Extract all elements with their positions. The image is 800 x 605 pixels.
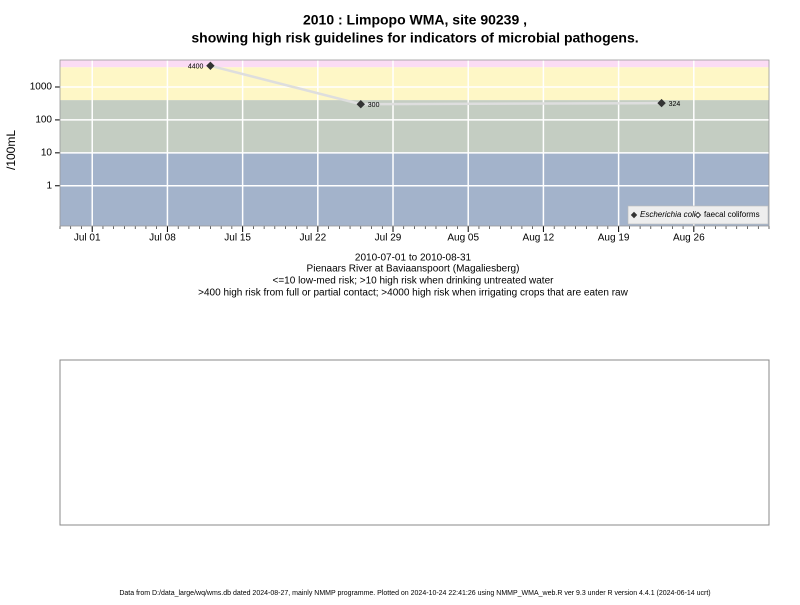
y-tick-label: 100 bbox=[35, 115, 52, 126]
data-label: 300 bbox=[368, 102, 380, 109]
data-point bbox=[206, 61, 215, 71]
y-tick-label: 1 bbox=[46, 180, 52, 191]
data-point bbox=[657, 98, 666, 108]
legend-marker bbox=[694, 211, 702, 219]
chart-subtitle: showing high risk guidelines for indicat… bbox=[191, 30, 638, 46]
x-tick-label: Jul 29 bbox=[375, 233, 402, 244]
legend-label: Escherichia coli bbox=[640, 210, 696, 219]
footer: Data from D:/data_large/wq/wms.db dated … bbox=[119, 590, 710, 597]
data-point bbox=[356, 99, 365, 109]
chart-title: 2010 : Limpopo WMA, site 90239 , bbox=[303, 12, 527, 28]
x-tick-label: Jul 22 bbox=[299, 233, 326, 244]
x-tick-label: Aug 19 bbox=[598, 233, 630, 244]
data-label: 324 bbox=[669, 101, 681, 108]
y-tick-label: 10 bbox=[41, 147, 53, 158]
x-tick-label: Aug 26 bbox=[673, 233, 705, 244]
x-tick-label: Jul 08 bbox=[149, 233, 176, 244]
x-tick-label: Aug 05 bbox=[447, 233, 479, 244]
y-axis-label: /100mL bbox=[4, 130, 18, 170]
risk-band bbox=[60, 60, 769, 68]
x-tick-label: Aug 12 bbox=[523, 233, 555, 244]
x-tick-label: Jul 15 bbox=[224, 233, 251, 244]
y-tick-label: 1000 bbox=[30, 82, 53, 93]
risk-band bbox=[60, 67, 769, 101]
data-label: 4400 bbox=[188, 64, 204, 71]
empty-panel bbox=[59, 359, 770, 526]
note: >400 high risk from full or partial cont… bbox=[198, 288, 628, 299]
legend-label: faecal coliforms bbox=[704, 210, 760, 219]
note: Pienaars River at Baviaanspoort (Magalie… bbox=[307, 264, 520, 275]
legend-marker bbox=[630, 211, 638, 219]
plot-frame bbox=[59, 59, 770, 227]
note: <=10 low-med risk; >10 high risk when dr… bbox=[273, 276, 555, 287]
risk-band bbox=[60, 100, 769, 153]
x-tick-label: Jul 01 bbox=[74, 233, 101, 244]
note: 2010-07-01 to 2010-08-31 bbox=[355, 253, 472, 264]
